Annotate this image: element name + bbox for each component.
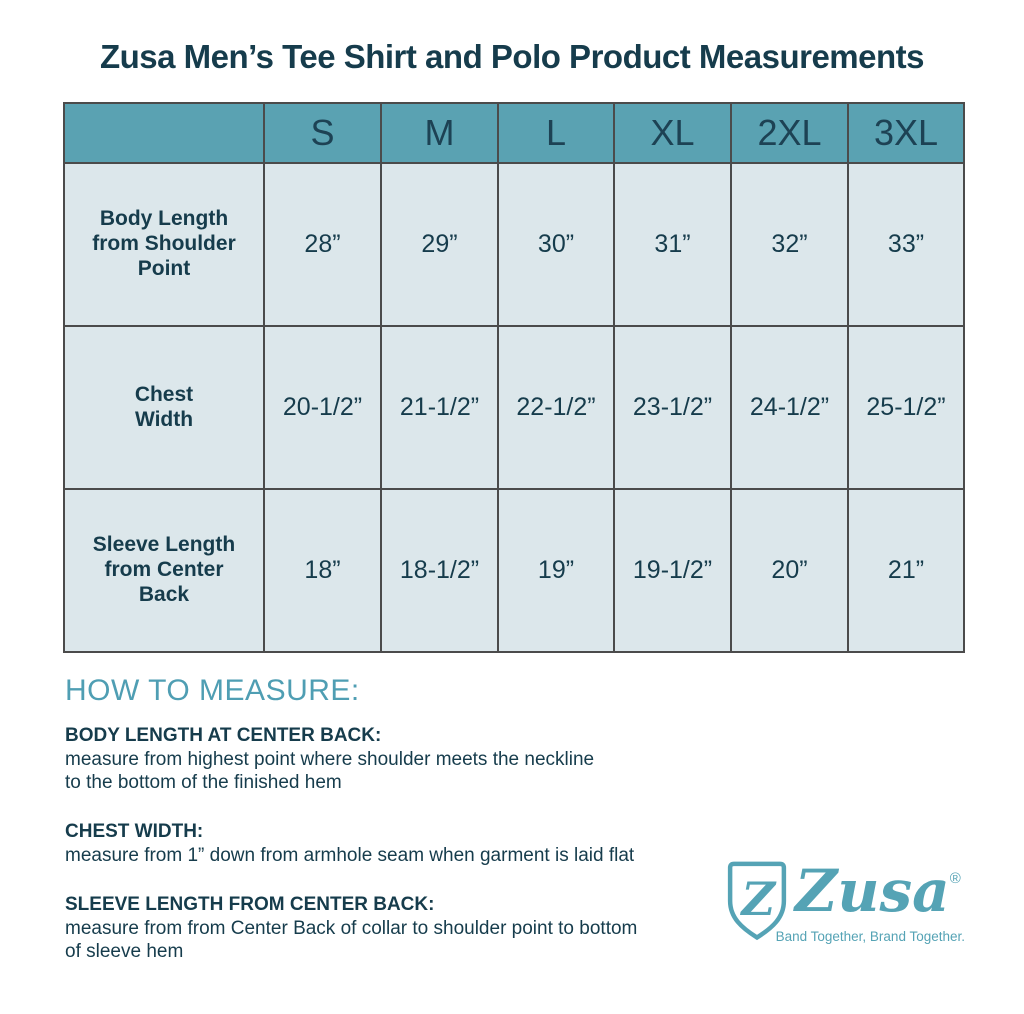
size-header-3xl: 3XL [847,102,965,164]
measurement-cell: 29” [380,162,499,327]
section-text-chest-width: measure from 1” down from armhole seam w… [65,845,635,866]
registered-trademark-symbol: ® [949,870,961,887]
size-header-empty-cell [63,102,265,164]
size-header-m: M [380,102,499,164]
measurement-cell: 21” [847,488,965,653]
measurement-cell: 30” [497,162,615,327]
measurement-cell: 20” [730,488,849,653]
zusa-wordmark-text: Zusa [795,857,950,925]
measurement-cell: 22-1/2” [497,325,615,490]
how-to-measure-heading: HOW TO MEASURE: [65,674,360,707]
page-title: Zusa Men’s Tee Shirt and Polo Product Me… [99,38,925,75]
measure-section-body-length: BODY LENGTH AT CENTER BACK: measure from… [65,724,745,794]
zusa-tagline: Band Together, Brand Together. [775,929,965,944]
section-heading-chest-width: CHEST WIDTH: [65,821,204,842]
measurement-cell: 25-1/2” [847,325,965,490]
measurement-cell: 24-1/2” [730,325,849,490]
measurement-cell: 28” [263,162,382,327]
table-row-chest-width: Chest Width 20-1/2” 21-1/2” 22-1/2” 23-1… [63,325,965,490]
measurement-table: S M L XL 2XL 3XL Body Length from Should… [63,102,965,653]
measurement-cell: 18” [263,488,382,653]
zusa-logo: Z Zusa® Band Together, Brand Together. [723,852,969,948]
measurement-cell: 23-1/2” [613,325,732,490]
row-label-sleeve-length: Sleeve Length from Center Back [63,488,265,653]
section-heading-sleeve-length: SLEEVE LENGTH FROM CENTER BACK: [65,894,435,915]
section-text-sleeve-length: measure from from Center Back of collar … [65,918,638,962]
section-text-body-length: measure from highest point where shoulde… [65,749,595,793]
measurement-cell: 20-1/2” [263,325,382,490]
zusa-z-letter: Z [739,872,777,926]
measurement-cell: 31” [613,162,732,327]
measurement-cell: 32” [730,162,849,327]
row-label-chest-width: Chest Width [63,325,265,490]
table-row-body-length: Body Length from Shoulder Point 28” 29” … [63,162,965,327]
measure-section-sleeve-length: SLEEVE LENGTH FROM CENTER BACK: measure … [65,893,745,963]
zusa-wordmark: Zusa® [795,840,961,925]
row-label-body-length: Body Length from Shoulder Point [63,162,265,327]
size-header-2xl: 2XL [730,102,849,164]
table-row-sleeve-length: Sleeve Length from Center Back 18” 18-1/… [63,488,965,653]
zusa-shield-z-icon: Z [727,861,787,941]
how-to-measure-section: HOW TO MEASURE: BODY LENGTH AT CENTER BA… [65,674,745,989]
measurement-cell: 21-1/2” [380,325,499,490]
measurement-cell: 19-1/2” [613,488,732,653]
size-header-s: S [263,102,382,164]
measurement-cell: 33” [847,162,965,327]
measurement-cell: 18-1/2” [380,488,499,653]
size-header-xl: XL [613,102,732,164]
measure-section-chest-width: CHEST WIDTH: measure from 1” down from a… [65,820,745,867]
size-header-l: L [497,102,615,164]
section-heading-body-length: BODY LENGTH AT CENTER BACK: [65,725,382,746]
measurement-cell: 19” [497,488,615,653]
size-header-row: S M L XL 2XL 3XL [63,102,965,164]
